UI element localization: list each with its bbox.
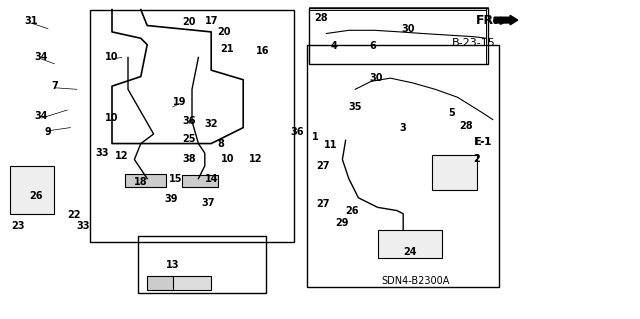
Text: 24: 24 [403,247,417,257]
Bar [378,230,442,258]
Text: 3: 3 [400,122,406,133]
Text: B-23-15: B-23-15 [452,38,495,48]
Bar [170,276,211,290]
Text: 30: 30 [369,73,383,83]
FancyArrow shape [494,15,518,25]
Text: 9: 9 [45,127,51,137]
Bar [147,276,173,290]
Text: 34: 34 [35,111,49,122]
Text: 37: 37 [201,197,215,208]
Bar [182,175,218,187]
Text: 27: 27 [316,161,330,171]
Bar [10,166,54,214]
Text: 26: 26 [345,205,359,216]
Text: 10: 10 [105,52,119,63]
Text: 11: 11 [323,140,337,150]
Text: 6: 6 [369,41,376,51]
Text: 10: 10 [105,113,119,123]
Text: 20: 20 [182,17,196,27]
Bar [309,8,488,64]
Text: 14: 14 [204,174,218,184]
Bar [90,10,294,242]
Text: 12: 12 [115,151,129,161]
Bar [125,174,166,187]
Text: 21: 21 [220,44,234,55]
Text: 16: 16 [255,46,269,56]
Text: 38: 38 [182,154,196,165]
Text: 36: 36 [291,127,305,137]
Text: FR.: FR. [476,14,499,27]
Text: 2: 2 [474,154,480,165]
Text: 39: 39 [164,194,179,204]
Text: 5: 5 [448,108,454,118]
Text: 35: 35 [348,102,362,112]
Text: 19: 19 [172,97,186,107]
Text: 18: 18 [134,177,148,187]
Text: 29: 29 [335,218,349,228]
Text: 30: 30 [401,24,415,34]
Text: 28: 28 [314,12,328,23]
Bar [138,236,266,293]
Text: 33: 33 [95,148,109,158]
Text: 27: 27 [316,199,330,209]
Text: 1: 1 [312,132,318,142]
Text: 15: 15 [169,174,183,184]
Text: 7: 7 [51,81,58,91]
Text: 4: 4 [331,41,337,51]
Text: E-1: E-1 [474,137,492,147]
Text: E-1: E-1 [474,137,492,147]
Text: 26: 26 [29,191,44,201]
Text: 22: 22 [67,210,81,220]
Text: 10: 10 [220,154,234,165]
Text: SDN4-B2300A: SDN4-B2300A [382,276,450,286]
Text: 23: 23 [11,221,25,232]
Text: 8: 8 [218,138,224,149]
Text: 20: 20 [217,27,231,37]
Text: 25: 25 [182,134,196,144]
Text: 31: 31 [24,16,38,26]
Text: 36: 36 [182,116,196,126]
Text: 13: 13 [166,260,180,270]
Text: 32: 32 [204,119,218,130]
Bar [307,45,499,287]
Text: 34: 34 [35,52,49,63]
Text: 28: 28 [459,121,473,131]
Bar [432,155,477,190]
Text: 33: 33 [76,221,90,232]
Text: 12: 12 [249,154,263,165]
Text: 17: 17 [204,16,218,26]
